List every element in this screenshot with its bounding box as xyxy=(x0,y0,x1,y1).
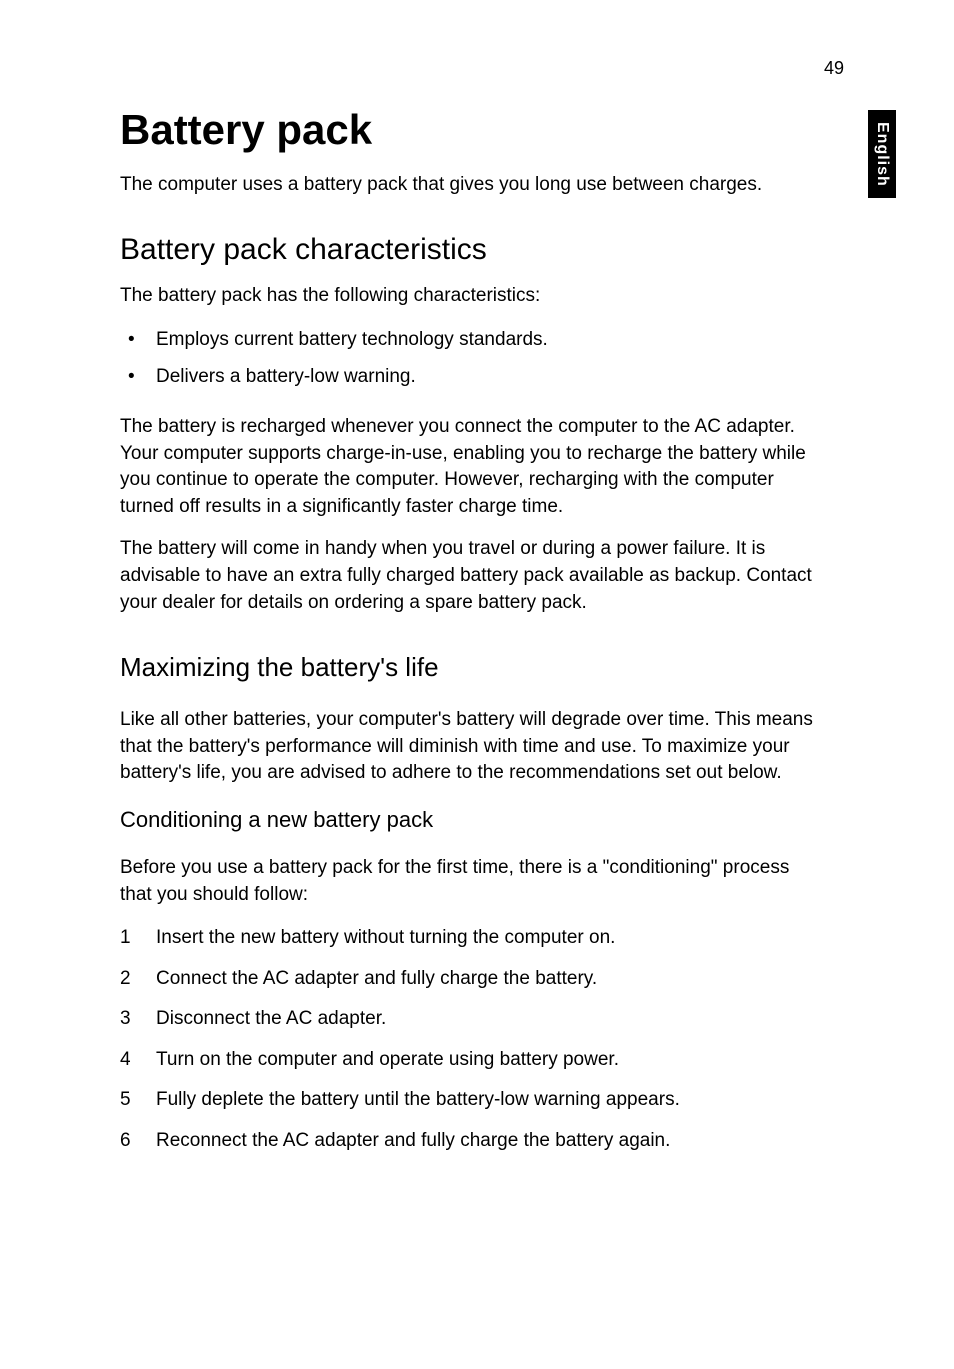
subsection-heading-maximizing: Maximizing the battery's life xyxy=(120,652,820,683)
maximizing-paragraph: Like all other batteries, your computer'… xyxy=(120,707,820,787)
list-item: Reconnect the AC adapter and fully charg… xyxy=(120,1127,820,1156)
language-tab-label: English xyxy=(873,122,891,187)
language-tab: English xyxy=(868,110,896,198)
subsubsection-heading-conditioning: Conditioning a new battery pack xyxy=(120,807,820,833)
list-item: Employs current battery technology stand… xyxy=(120,325,820,355)
list-item: Insert the new battery without turning t… xyxy=(120,924,820,953)
list-item: Disconnect the AC adapter. xyxy=(120,1005,820,1034)
list-item: Fully deplete the battery until the batt… xyxy=(120,1086,820,1115)
section-heading-characteristics: Battery pack characteristics xyxy=(120,233,820,267)
intro-paragraph: The computer uses a battery pack that gi… xyxy=(120,172,820,199)
recharge-paragraph: The battery is recharged whenever you co… xyxy=(120,414,820,520)
conditioning-steps: Insert the new battery without turning t… xyxy=(120,924,820,1155)
handy-paragraph: The battery will come in handy when you … xyxy=(120,536,820,616)
list-item: Delivers a battery-low warning. xyxy=(120,362,820,392)
page-title: Battery pack xyxy=(120,106,820,154)
page-content: Battery pack The computer uses a battery… xyxy=(120,106,820,1155)
characteristics-list: Employs current battery technology stand… xyxy=(120,325,820,392)
characteristics-intro: The battery pack has the following chara… xyxy=(120,283,820,310)
list-item: Turn on the computer and operate using b… xyxy=(120,1046,820,1075)
page-number: 49 xyxy=(824,58,844,79)
list-item: Connect the AC adapter and fully charge … xyxy=(120,965,820,994)
conditioning-intro: Before you use a battery pack for the fi… xyxy=(120,855,820,908)
